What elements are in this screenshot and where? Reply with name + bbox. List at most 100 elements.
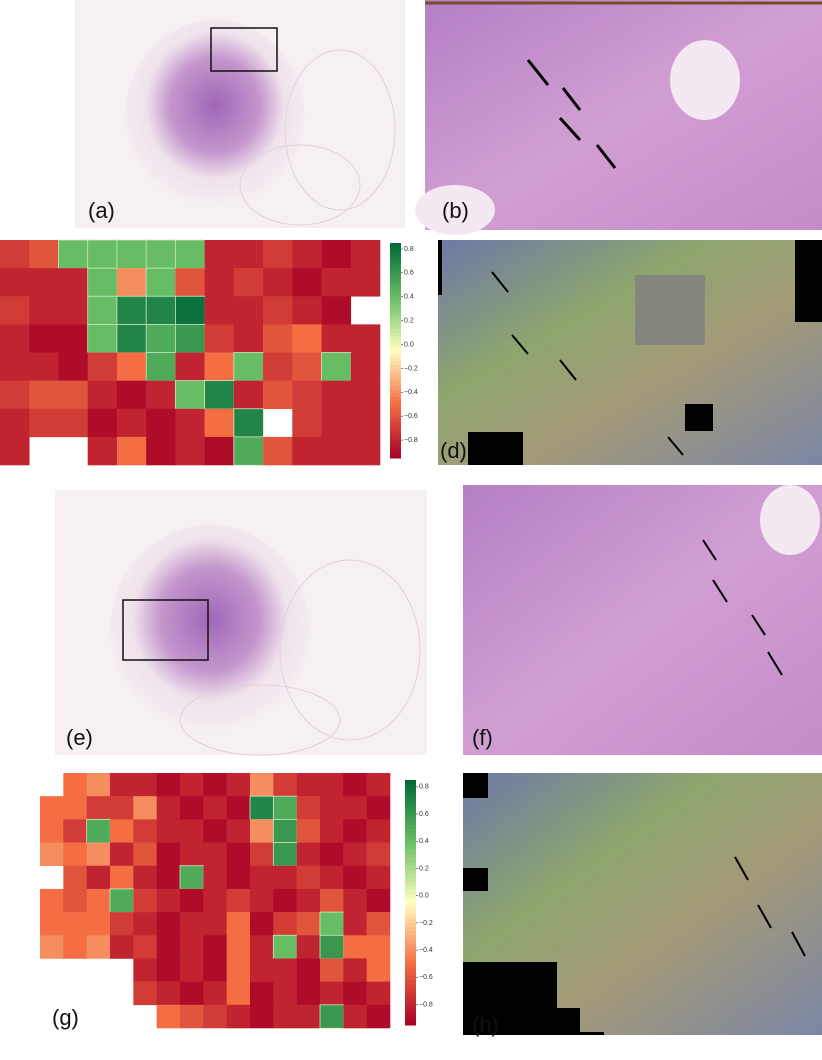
heatmap-cell bbox=[204, 408, 235, 438]
panel-label: (f) bbox=[472, 725, 493, 750]
heatmap-cell bbox=[296, 935, 321, 959]
colorbar-segment bbox=[390, 286, 401, 291]
heatmap-cell bbox=[292, 380, 322, 410]
colorbar-segment bbox=[405, 951, 416, 957]
heatmap-cell bbox=[156, 935, 181, 959]
colorbar-tick-label: 0.4 bbox=[419, 838, 429, 845]
heatmap-cell bbox=[180, 981, 204, 1006]
heatmap-cell bbox=[343, 773, 367, 797]
colorbar-segment bbox=[405, 816, 416, 822]
heatmap-cell bbox=[133, 865, 157, 890]
heatmap-cell bbox=[250, 912, 274, 936]
heatmap-cell bbox=[273, 773, 297, 797]
colorbar-tick-label: −0.2 bbox=[419, 920, 433, 927]
heatmap-cell bbox=[321, 296, 352, 325]
colorbar-segment bbox=[390, 447, 401, 452]
colorbar-segment bbox=[405, 898, 416, 903]
heatmap-cell bbox=[292, 436, 322, 466]
colorbar-segment bbox=[405, 833, 416, 838]
heatmap-cell bbox=[174, 323, 206, 354]
colorbar-segment bbox=[390, 450, 401, 455]
heatmap-cell bbox=[343, 1004, 367, 1029]
heatmap: 0.8 0.6 0.4 0.2 0.0 −0.2 −0.4 −0.6 −0.8 bbox=[0, 239, 418, 466]
colorbar-tick-label: 0.8 bbox=[404, 246, 414, 253]
heatmap-cell bbox=[180, 912, 204, 936]
colorbar-segment bbox=[390, 418, 401, 423]
heatmap-cell bbox=[145, 323, 177, 354]
colorbar-segment bbox=[390, 393, 401, 398]
heatmap-cell bbox=[145, 267, 177, 297]
heatmap-cell bbox=[87, 380, 118, 410]
heatmap-cell bbox=[156, 796, 181, 820]
colorbar-segment bbox=[390, 436, 401, 441]
colorbar-tick-label: −0.4 bbox=[419, 947, 433, 954]
heatmap-cell bbox=[250, 958, 274, 982]
heatmap-cell bbox=[350, 352, 381, 381]
heatmap-cell bbox=[366, 865, 391, 890]
heatmap-cell bbox=[174, 239, 206, 269]
heatmap-cell bbox=[233, 296, 264, 325]
heatmap-cell bbox=[175, 436, 205, 466]
heatmap-cell bbox=[29, 380, 59, 410]
heatmap-cell bbox=[110, 773, 134, 797]
heatmap-cell bbox=[58, 352, 88, 381]
colorbar-segment bbox=[390, 425, 401, 430]
heatmap-cell bbox=[29, 324, 59, 353]
heatmap-cell bbox=[233, 352, 264, 382]
heatmap-cell bbox=[272, 934, 298, 960]
colorbar-segment bbox=[390, 440, 401, 445]
heatmap-cell bbox=[110, 796, 134, 820]
heatmap-cell bbox=[272, 795, 298, 821]
heatmap-cell bbox=[110, 819, 134, 843]
colorbar-segment bbox=[405, 947, 416, 952]
heatmap-cell bbox=[343, 819, 367, 843]
colorbar-segment bbox=[405, 1012, 416, 1018]
colorbar-segment bbox=[405, 992, 416, 997]
heatmap-cell bbox=[109, 888, 135, 913]
heatmap-cell bbox=[250, 842, 274, 867]
heatmap-cell bbox=[320, 958, 344, 982]
colorbar-segment bbox=[390, 375, 401, 380]
heatmap-cell bbox=[156, 1004, 181, 1029]
colorbar-segment bbox=[405, 837, 416, 842]
heatmap-cell bbox=[350, 324, 381, 353]
heatmap-cell bbox=[133, 888, 157, 913]
heatmap-cell bbox=[86, 818, 111, 844]
heatmap-cell bbox=[296, 819, 321, 843]
heatmap-cell bbox=[0, 408, 30, 438]
colorbar-segment bbox=[405, 812, 416, 818]
colorbar-segment bbox=[405, 800, 416, 805]
heatmap-cell bbox=[180, 842, 204, 867]
colorbar-segment bbox=[390, 278, 401, 283]
heatmap-cell bbox=[321, 324, 352, 353]
colorbar-segment bbox=[405, 963, 416, 969]
colorbar-segment bbox=[405, 906, 416, 912]
colorbar-segment bbox=[405, 980, 416, 985]
heatmap-cell bbox=[319, 911, 345, 936]
heatmap-cell bbox=[203, 773, 227, 797]
heatmap-cell bbox=[174, 295, 206, 326]
heatmap-cell bbox=[63, 912, 87, 936]
heatmap-cell bbox=[263, 380, 293, 410]
colorbar-segment bbox=[405, 849, 416, 854]
heatmap-cell bbox=[233, 380, 264, 410]
colorbar-segment bbox=[405, 984, 416, 989]
heatmap-cell bbox=[179, 865, 205, 890]
heatmap-cell bbox=[343, 842, 367, 867]
colorbar-segment bbox=[390, 318, 401, 323]
colorbar-tick-label: −0.2 bbox=[404, 365, 418, 372]
heatmap-cell bbox=[272, 818, 298, 844]
colorbar-segment bbox=[390, 325, 401, 330]
heatmap-cell bbox=[292, 296, 322, 325]
heatmap-cell bbox=[226, 773, 251, 797]
heatmap-cell bbox=[343, 935, 367, 959]
heatmap-cell bbox=[87, 267, 118, 297]
colorbar-segment bbox=[390, 364, 401, 369]
heatmap-cell bbox=[296, 773, 321, 797]
tissue-image-f bbox=[463, 485, 822, 755]
heatmap-cell bbox=[87, 323, 118, 354]
heatmap-cell bbox=[350, 408, 381, 438]
heatmap-cell bbox=[296, 888, 321, 913]
colorbar-segment bbox=[405, 804, 416, 810]
colorbar-tick-label: 0.8 bbox=[419, 784, 429, 791]
